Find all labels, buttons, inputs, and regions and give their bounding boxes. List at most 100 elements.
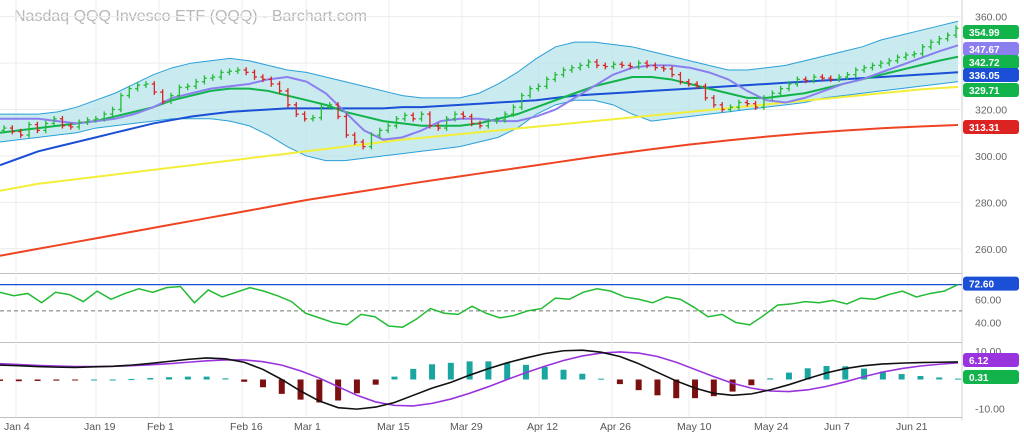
rsi-line [0, 283, 959, 328]
price-candle [786, 81, 792, 92]
price-candle [176, 84, 182, 99]
macd-histogram-bar [579, 373, 586, 380]
macd-histogram-bar [598, 378, 605, 380]
price-candle [602, 62, 608, 70]
price-candle [811, 74, 817, 84]
macd-histogram-bar [541, 366, 548, 380]
rsi-tick-label: 60.00 [975, 294, 1001, 306]
rsi-tick-label: 40.00 [975, 318, 1001, 330]
price-candle [694, 81, 700, 90]
price-candle [310, 114, 316, 122]
macd-histogram-bar [34, 379, 41, 381]
price-candle [569, 64, 575, 73]
macd-histogram-bar [72, 379, 79, 381]
price-value-tag [963, 25, 1019, 39]
price-value-tag [963, 68, 1019, 82]
price-candle [252, 69, 258, 80]
macd-histogram-bar [222, 378, 229, 380]
bollinger-lower-line [0, 81, 959, 162]
price-candle [895, 54, 901, 64]
macd-histogram-bar [109, 379, 116, 381]
macd-histogram-bar [335, 379, 342, 401]
price-candle [168, 92, 174, 105]
macd-histogram-bar [917, 376, 924, 380]
macd-histogram-bar [955, 378, 961, 380]
x-tick-label: Feb 1 [147, 421, 174, 433]
price-candle [869, 62, 875, 71]
macd-histogram-bar [90, 379, 97, 381]
macd-histogram-bar [710, 379, 717, 397]
price-candle [101, 111, 107, 122]
macd-histogram-bar [53, 379, 60, 381]
price-candle [561, 67, 567, 78]
price-candle [51, 116, 57, 127]
price-candle [352, 132, 358, 145]
price-candle [452, 111, 458, 122]
price-candle [110, 106, 116, 117]
price-candle [945, 32, 951, 42]
y-tick-label: 360.00 [975, 12, 1007, 24]
x-tick-label: Jan 19 [84, 421, 116, 433]
price-candle [343, 113, 349, 138]
price-candle [920, 44, 926, 57]
price-candle [43, 120, 49, 134]
price-candle [586, 59, 592, 69]
price-candle [68, 122, 74, 130]
price-candle [1, 125, 7, 134]
price-candle [644, 60, 650, 69]
price-candle [819, 74, 825, 81]
price-candle [360, 139, 366, 150]
price-candle [828, 75, 834, 83]
price-candle [59, 116, 65, 129]
macd-histogram-bar [654, 379, 661, 396]
macd-histogram-bar [560, 369, 567, 380]
price-candle [402, 112, 408, 122]
macd-histogram-bar [485, 361, 492, 380]
ma-purple-line [0, 44, 959, 141]
macd-histogram-bar [147, 378, 154, 380]
price-value-tag-label: 354.99 [969, 28, 1000, 39]
price-candle [744, 99, 750, 107]
bollinger-upper-line [0, 20, 959, 115]
price-candle [410, 112, 416, 122]
price-candle [185, 83, 191, 91]
price-candle [226, 68, 232, 76]
price-candle [318, 104, 324, 121]
x-tick-label: Mar 29 [450, 421, 483, 433]
x-tick-label: Feb 16 [230, 421, 263, 433]
price-candle [711, 95, 717, 108]
y-tick-label: 280.00 [975, 197, 1007, 209]
price-candle [243, 67, 249, 76]
price-candle [143, 81, 149, 88]
price-candle [527, 85, 533, 99]
price-candle [302, 111, 308, 122]
price-candle [928, 39, 934, 50]
price-candle [652, 62, 658, 71]
price-value-tag-label: 342.72 [969, 58, 1000, 69]
price-candle [9, 125, 15, 135]
price-candle [686, 78, 692, 87]
macd-histogram-bar [804, 368, 811, 380]
price-candle [485, 118, 491, 129]
macd-histogram-bar [184, 376, 191, 380]
x-tick-label: Jan 4 [4, 421, 30, 433]
macd-histogram-bar [635, 379, 642, 391]
price-candle [502, 111, 508, 123]
macd-histogram-bar [278, 379, 285, 394]
price-candle [277, 81, 283, 94]
price-candle [844, 71, 850, 80]
price-candle [519, 92, 525, 110]
x-tick-label: Jun 21 [896, 421, 928, 433]
price-candle [627, 62, 633, 70]
price-candle [34, 121, 40, 134]
price-candle [903, 52, 909, 61]
price-candle [293, 102, 299, 117]
price-candle [728, 104, 734, 113]
macd-histogram-bar [297, 379, 304, 400]
price-candle [93, 116, 99, 123]
price-candle [778, 85, 784, 97]
macd-histogram-bar [748, 379, 755, 386]
macd-histogram-bar [391, 376, 398, 380]
x-tick-label: Jun 7 [824, 421, 850, 433]
price-candle [368, 132, 374, 150]
